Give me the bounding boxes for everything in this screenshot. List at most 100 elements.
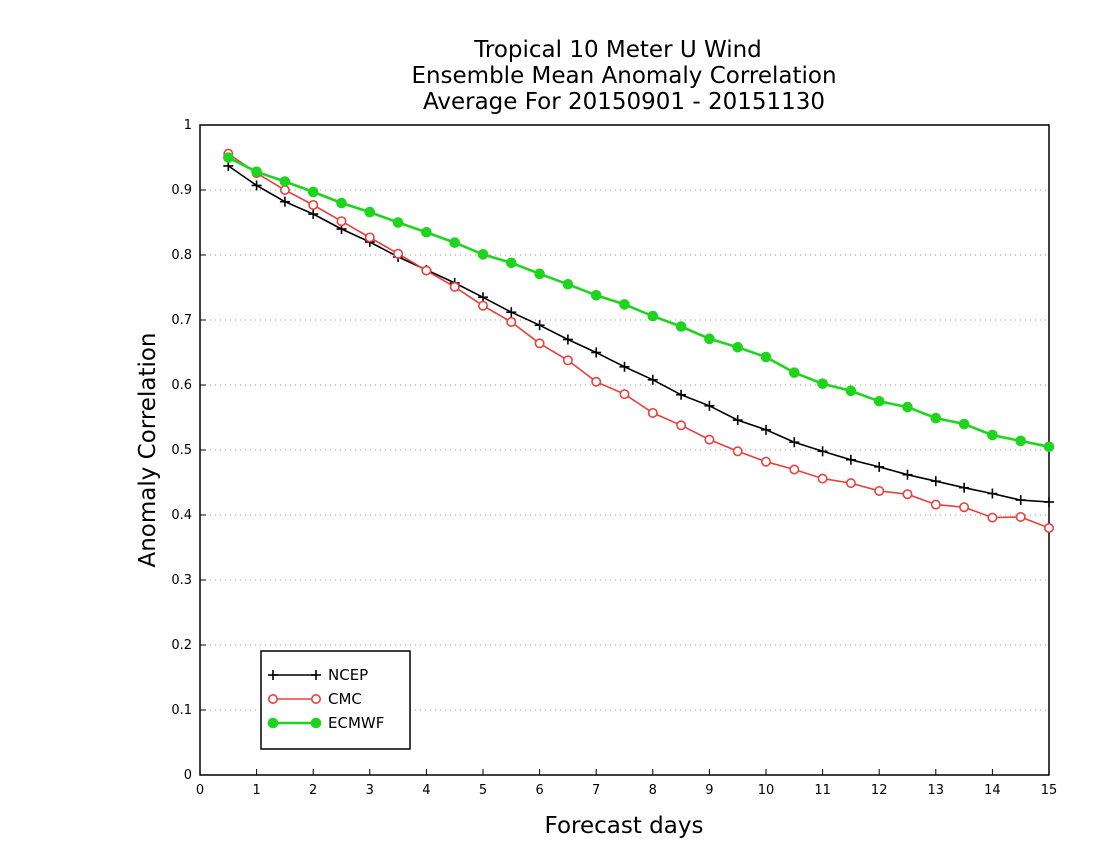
x-tick-label: 11	[814, 783, 831, 798]
data-point-ecmwf	[392, 217, 404, 228]
data-point-ecmwf	[590, 290, 602, 301]
data-point-ncep	[902, 469, 913, 480]
legend-label: ECMWF	[328, 714, 384, 732]
data-point-cmc	[704, 434, 715, 445]
y-tick-label: 0.3	[171, 573, 192, 588]
data-point-cmc	[421, 265, 432, 276]
legend: NCEP CMC ECMWF	[260, 650, 411, 750]
data-point-ncep	[732, 415, 743, 426]
data-point-ncep	[987, 488, 998, 499]
data-point-cmc	[534, 338, 545, 349]
data-point-cmc	[987, 512, 998, 523]
grid	[200, 189, 1049, 711]
series-cmc	[223, 148, 1055, 533]
x-tick-label: 0	[196, 783, 204, 798]
data-point-cmc	[1044, 522, 1055, 533]
legend-entry-ncep: NCEP	[268, 666, 368, 684]
data-point-ecmwf	[619, 299, 630, 310]
data-point-ecmwf	[930, 412, 942, 424]
legend-box	[260, 650, 411, 750]
data-point-ncep	[279, 196, 290, 207]
data-point-ncep	[1015, 495, 1026, 506]
data-point-cmc	[477, 300, 488, 311]
x-tick-label: 15	[1041, 783, 1058, 798]
data-point-ecmwf	[1043, 441, 1055, 453]
data-point-cmc	[902, 489, 913, 500]
legend-marker	[310, 717, 322, 729]
x-tick-label: 4	[422, 783, 430, 798]
data-point-ncep	[647, 374, 658, 385]
data-point-cmc	[930, 499, 941, 510]
data-point-ecmwf	[251, 166, 262, 178]
data-point-ecmwf	[817, 378, 828, 390]
legend-label: NCEP	[328, 666, 368, 684]
data-point-cmc	[506, 316, 517, 327]
x-tick-label: 1	[252, 783, 260, 798]
y-tick-label: 0.7	[171, 313, 192, 328]
data-point-cmc	[959, 502, 970, 513]
data-point-ecmwf	[987, 429, 998, 441]
series-ncep	[223, 160, 1054, 507]
data-point-cmc	[817, 473, 828, 484]
y-tick-label: 0.9	[171, 183, 192, 198]
data-point-cmc	[760, 456, 771, 467]
data-point-cmc	[1015, 511, 1026, 522]
y-tick-label: 0.4	[171, 508, 192, 523]
data-point-ncep	[1044, 497, 1054, 507]
data-point-ecmwf	[647, 310, 659, 322]
x-tick-label: 10	[758, 783, 775, 798]
data-point-ecmwf	[902, 401, 913, 413]
data-point-ncep	[562, 334, 573, 345]
y-tick-label: 0.6	[171, 378, 192, 393]
x-tick-label: 12	[871, 783, 888, 798]
series-line-cmc	[227, 152, 1050, 529]
y-tick-label: 1	[184, 118, 192, 133]
y-tick-label: 0.5	[171, 443, 192, 458]
data-point-cmc	[336, 216, 347, 227]
data-point-cmc	[279, 185, 290, 196]
y-axis-label: Anomaly Correlation	[135, 332, 161, 567]
data-point-ecmwf	[477, 249, 489, 260]
data-point-ecmwf	[845, 385, 857, 397]
data-point-ecmwf	[1015, 435, 1027, 447]
y-tick-label: 0.1	[171, 703, 192, 718]
data-point-ecmwf	[562, 278, 574, 290]
data-point-ecmwf	[760, 351, 772, 363]
x-tick-label: 9	[705, 783, 713, 798]
data-point-ncep	[930, 476, 941, 487]
data-point-ecmwf	[364, 206, 376, 218]
legend-label: CMC	[328, 690, 362, 708]
data-point-cmc	[676, 420, 687, 431]
data-point-ncep	[251, 180, 262, 191]
data-point-ecmwf	[449, 237, 461, 248]
title-line-1: Tropical 10 Meter U Wind	[473, 37, 762, 63]
data-point-ecmwf	[336, 197, 347, 209]
data-point-ecmwf	[732, 342, 744, 353]
legend-entry-cmc: CMC	[267, 690, 362, 708]
chart-title: Tropical 10 Meter U Wind Ensemble Mean A…	[411, 37, 836, 115]
data-point-ncep	[874, 461, 885, 472]
data-point-ecmwf	[223, 152, 234, 163]
data-point-ecmwf	[534, 268, 545, 280]
data-point-ncep	[591, 347, 602, 358]
data-point-ecmwf	[506, 257, 517, 269]
x-axis: 0 1 2 3 4 5 6 7 8 9 10 11 12 13 14 15	[196, 769, 1057, 798]
legend-marker	[267, 693, 278, 704]
data-point-ncep	[761, 424, 771, 435]
data-point-cmc	[789, 464, 800, 475]
data-point-ecmwf	[704, 333, 715, 345]
y-axis: 0 0.1 0.2 0.3 0.4 0.5 0.6 0.7 0.8 0.9 1	[171, 118, 206, 783]
data-point-ecmwf	[958, 418, 970, 430]
x-tick-label: 6	[535, 783, 543, 798]
data-point-cmc	[393, 248, 404, 259]
x-tick-label: 7	[592, 783, 600, 798]
title-line-2: Ensemble Mean Anomaly Correlation	[411, 63, 836, 89]
x-tick-label: 5	[479, 783, 487, 798]
series-ecmwf	[223, 152, 1055, 453]
title-line-3: Average For 20150901 - 20151130	[423, 89, 825, 115]
legend-marker	[311, 670, 321, 680]
data-point-cmc	[845, 478, 856, 489]
data-point-ncep	[619, 361, 630, 372]
y-tick-label: 0.8	[171, 248, 192, 263]
